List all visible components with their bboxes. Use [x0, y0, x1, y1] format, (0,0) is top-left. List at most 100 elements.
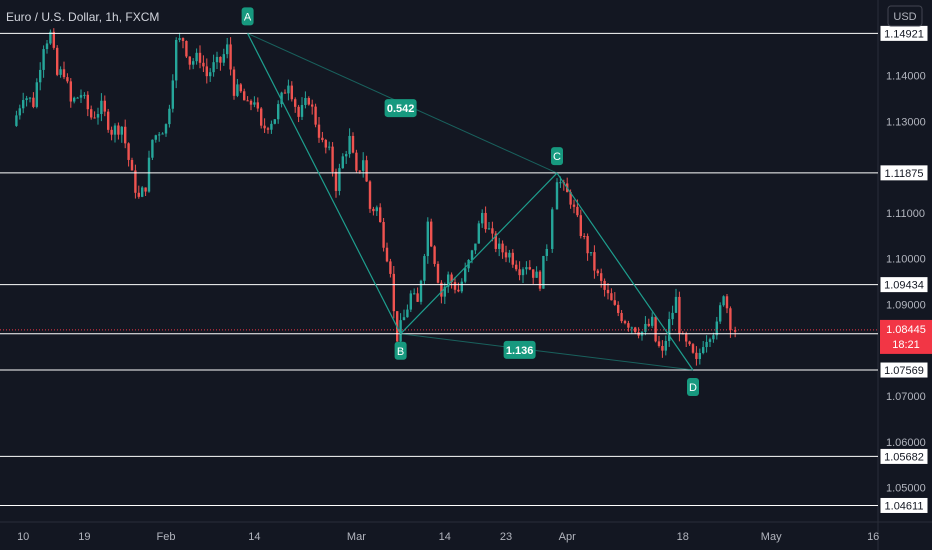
candle-body [338, 168, 341, 191]
candle-body [729, 308, 732, 331]
level-price-tag[interactable]: 1.07569 [879, 361, 929, 379]
candle-body [188, 56, 191, 65]
candle-body [317, 124, 321, 138]
candle-body [481, 212, 484, 224]
ratio-label[interactable]: 1.136 [503, 340, 536, 359]
pattern-ratio-line [400, 333, 694, 371]
candle-body [712, 335, 715, 340]
candle-body [657, 341, 661, 346]
pivot-label-a[interactable]: A [241, 7, 254, 26]
candle-body [491, 228, 494, 234]
candle-body [355, 152, 358, 171]
symbol-title[interactable]: Euro / U.S. Dollar, 1h, FXCM [6, 10, 160, 24]
candle-body [90, 109, 93, 118]
level-tag-box [879, 276, 929, 294]
candle-body [290, 85, 293, 100]
ratio-label[interactable]: 0.542 [384, 99, 417, 118]
candle-body [260, 108, 263, 126]
candle-body [93, 117, 96, 119]
candle-body [596, 270, 599, 274]
candle-body [705, 341, 708, 348]
candle-body [144, 187, 147, 192]
pattern-leg[interactable] [556, 172, 694, 371]
candle-body [586, 236, 589, 254]
level-tag-box [879, 361, 929, 379]
candle-body [73, 97, 76, 102]
candle-body [589, 252, 593, 254]
candle-body [232, 69, 236, 96]
candle-body [725, 296, 729, 309]
currency-button[interactable]: USD [887, 5, 923, 27]
candle-body [688, 341, 691, 345]
candle-body [277, 104, 280, 120]
level-tag-box [879, 447, 929, 465]
level-tag-label: 1.05682 [884, 451, 924, 463]
candle-body [113, 125, 117, 135]
candle-body [178, 38, 181, 41]
pivot-label-d[interactable]: D [687, 377, 699, 396]
currency-button-box [887, 5, 923, 27]
price-tick-label: 1.05000 [886, 483, 926, 495]
level-price-tag[interactable]: 1.05682 [879, 447, 929, 465]
candle-body [528, 267, 531, 270]
candle-body [76, 97, 79, 99]
candle-body [464, 268, 467, 282]
level-price-tag[interactable]: 1.04611 [879, 496, 929, 514]
candle-body [620, 312, 623, 322]
candle-body [433, 246, 436, 264]
candle-body [644, 323, 647, 332]
candle-body [494, 233, 497, 249]
candle-body [236, 84, 239, 96]
candle-body [96, 114, 100, 118]
candle-body [610, 293, 613, 301]
candle-body [137, 192, 140, 197]
candle-body [402, 317, 406, 321]
candle-body [372, 208, 375, 212]
candle-body [124, 126, 127, 144]
candle-body [477, 223, 480, 244]
candle-body [249, 100, 253, 105]
level-tag-box [879, 164, 929, 182]
candle-body [708, 339, 712, 342]
last-price-tag[interactable]: 1.08445 18:21 [880, 319, 932, 354]
level-price-tag[interactable]: 1.14921 [879, 24, 929, 42]
candle-body [273, 119, 276, 124]
candle-body [719, 305, 722, 322]
candle-body [423, 256, 426, 281]
candle-body [702, 347, 705, 353]
candle-body [671, 312, 674, 320]
candle-body [583, 235, 586, 237]
candle-body [457, 289, 460, 292]
candle-body [501, 243, 504, 253]
candle-body [399, 320, 402, 342]
pivot-label-c[interactable]: C [551, 147, 563, 166]
candle-body [606, 289, 610, 294]
candle-body [362, 160, 365, 171]
pattern-leg[interactable] [247, 33, 402, 335]
candle-body [545, 248, 548, 256]
candle-body [175, 40, 178, 81]
pattern-leg[interactable] [400, 172, 558, 335]
candle-body [351, 135, 355, 153]
candle-body [678, 296, 681, 334]
abcd-pattern[interactable] [247, 32, 694, 371]
candle-body [375, 207, 378, 212]
level-price-tag[interactable]: 1.09434 [879, 276, 929, 294]
candle-body [617, 304, 620, 313]
candle-body [127, 143, 130, 160]
candle-body [453, 282, 457, 290]
ratio-label-box [384, 99, 417, 118]
level-price-tag[interactable]: 1.11875 [879, 164, 929, 182]
candle-body [460, 281, 463, 292]
pivot-label-text: A [244, 11, 252, 23]
time-tick-label: 19 [78, 531, 90, 543]
candle-body [487, 228, 491, 230]
candle-body [603, 280, 606, 290]
candle-body [294, 99, 297, 107]
candle-body [263, 125, 266, 129]
pivot-label-b[interactable]: B [394, 341, 407, 360]
candle-body [161, 133, 164, 135]
candle-body [229, 44, 232, 70]
